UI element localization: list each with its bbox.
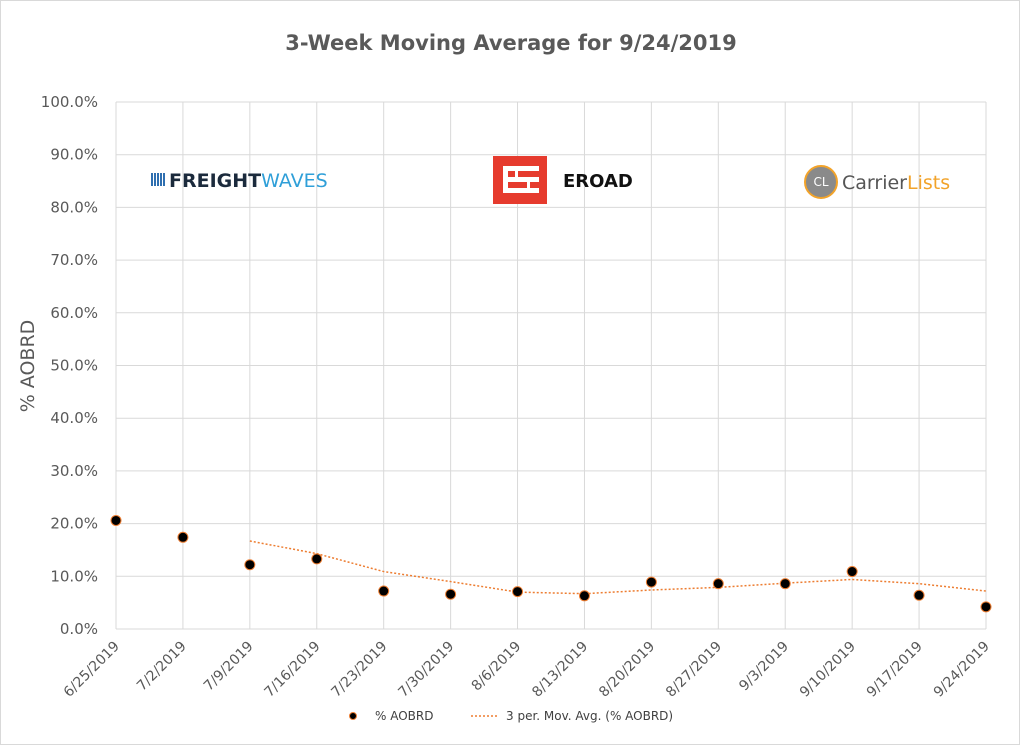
svg-text:CarrierLists: CarrierLists (842, 172, 950, 194)
chart-title: 3-Week Moving Average for 9/24/2019 (285, 31, 736, 55)
x-tick-label: 7/2/2019 (134, 639, 190, 695)
moving-average-line (249, 540, 987, 595)
y-tick-label: 20.0% (50, 515, 98, 533)
data-point (779, 578, 791, 590)
y-tick-label: 0.0% (60, 620, 98, 638)
y-tick-label: 30.0% (50, 462, 98, 480)
x-tick-labels: 6/25/2019 7/2/2019 7/9/2019 7/16/2019 7/23/2… (61, 639, 993, 701)
freightwaves-text-part2: WAVES (261, 170, 328, 192)
data-point (378, 585, 390, 597)
data-point (311, 553, 323, 565)
data-point (913, 589, 925, 601)
data-point (445, 588, 457, 600)
y-tick-labels: 0.0% 10.0% 20.0% 30.0% 40.0% 50.0% 60.0% 70.0% 8… (41, 93, 98, 638)
svg-text:FREIGHTWAVES: FREIGHTWAVES (169, 170, 328, 192)
legend-label-aobrd: % AOBRD (375, 709, 433, 723)
carrierlists-logo: CL CarrierLists (804, 165, 950, 199)
x-tick-label: 9/24/2019 (931, 639, 993, 701)
freightwaves-mark-icon (151, 173, 165, 186)
y-tick-label: 40.0% (50, 409, 98, 427)
y-tick-label: 70.0% (50, 251, 98, 269)
data-point (110, 514, 122, 526)
x-tick-label: 7/30/2019 (395, 639, 457, 701)
eroad-logo: EROAD (493, 156, 633, 204)
x-tick-label: 8/13/2019 (529, 639, 591, 701)
carrierlists-text-part2: Lists (907, 172, 950, 194)
data-point (712, 578, 724, 590)
x-tick-label: 8/20/2019 (596, 639, 658, 701)
legend-marker-aobrd (349, 712, 357, 720)
y-tick-label: 50.0% (50, 357, 98, 375)
eroad-text: EROAD (563, 171, 633, 192)
aobrd-series (110, 514, 992, 613)
legend: % AOBRD 3 per. Mov. Avg. (% AOBRD) (349, 709, 673, 723)
y-axis-label: % AOBRD (17, 320, 39, 413)
y-tick-label: 100.0% (41, 93, 98, 111)
data-point (244, 559, 256, 571)
x-tick-label: 7/16/2019 (262, 639, 324, 701)
y-tick-label: 60.0% (50, 304, 98, 322)
data-point (846, 566, 858, 578)
carrierlists-badge-icon (804, 165, 838, 199)
data-point (177, 531, 189, 543)
x-tick-label: 9/17/2019 (864, 639, 926, 701)
x-tick-label: 9/10/2019 (797, 639, 859, 701)
x-tick-label: 7/23/2019 (328, 639, 390, 701)
data-point (980, 601, 992, 613)
carrierlists-badge-text: CL (813, 175, 828, 189)
x-tick-label: 9/3/2019 (736, 639, 792, 695)
x-tick-label: 6/25/2019 (61, 639, 123, 701)
legend-label-moving-average: 3 per. Mov. Avg. (% AOBRD) (506, 709, 673, 723)
carrierlists-text-part1: Carrier (842, 172, 907, 194)
x-tick-label: 8/6/2019 (469, 639, 525, 695)
x-tick-label: 8/27/2019 (663, 639, 725, 701)
moving-average-series (249, 540, 987, 595)
freightwaves-logo: FREIGHTWAVES (151, 170, 328, 192)
y-tick-label: 90.0% (50, 146, 98, 164)
data-point (512, 586, 524, 598)
x-tick-label: 7/9/2019 (201, 639, 257, 695)
data-point (645, 576, 657, 588)
y-tick-label: 80.0% (50, 198, 98, 216)
eroad-mark-lines (503, 166, 539, 193)
y-tick-label: 10.0% (50, 567, 98, 585)
freightwaves-text-part1: FREIGHT (169, 170, 261, 192)
data-point (578, 590, 590, 602)
